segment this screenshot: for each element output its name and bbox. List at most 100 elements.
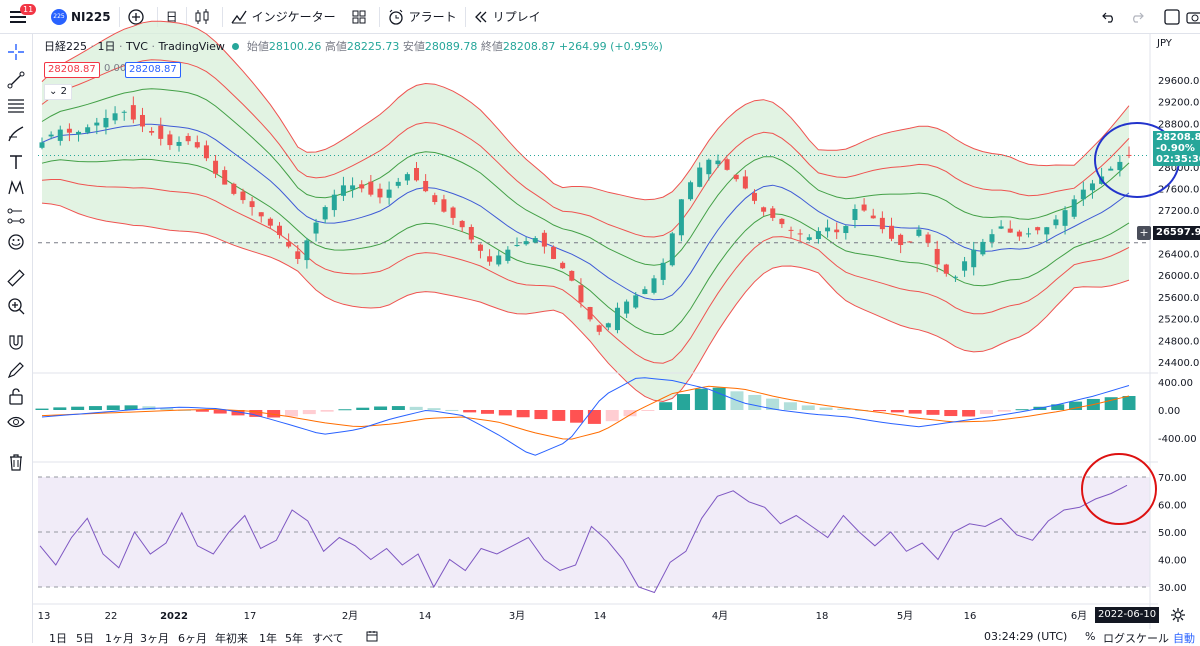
interval-button[interactable]: 日	[158, 0, 186, 34]
trendline-tool[interactable]	[6, 70, 26, 90]
compare-button[interactable]	[120, 0, 157, 34]
chart-settings-button[interactable]	[1170, 607, 1190, 627]
macd-histogram-bar	[267, 410, 281, 418]
currency-label: JPY	[1157, 38, 1172, 49]
rsi-tick-label: 30.00	[1158, 583, 1187, 594]
layout-button[interactable]	[344, 0, 379, 34]
high-value: 28225.73	[346, 40, 400, 53]
text-tool[interactable]	[6, 152, 26, 172]
candle	[258, 212, 264, 217]
buy-button[interactable]: 28208.87	[125, 62, 181, 78]
macd-histogram-bar	[1051, 404, 1065, 410]
range-1d[interactable]: 1日	[49, 632, 67, 645]
macd-histogram-bar	[677, 394, 691, 410]
macd-histogram-bar	[659, 402, 673, 410]
candle	[697, 167, 703, 187]
indicator-collapse-toggle[interactable]: ⌄ 2	[44, 84, 72, 100]
countdown: 02:35:30	[1156, 154, 1200, 165]
price-tick-label: 28800.00	[1158, 119, 1200, 130]
candle	[203, 145, 209, 159]
macd-histogram-bar	[284, 410, 298, 417]
range-3m[interactable]: 3ヶ月	[140, 632, 169, 645]
pattern-tool[interactable]	[6, 178, 26, 198]
zoom-tool[interactable]	[6, 296, 26, 316]
price-tick-label: 27600.00	[1158, 184, 1200, 195]
candle	[231, 183, 237, 194]
rewind-icon	[474, 11, 487, 22]
range-6m[interactable]: 6ヶ月	[178, 632, 207, 645]
eye-icon	[7, 416, 25, 428]
macd-pane	[35, 377, 1136, 456]
candle	[715, 160, 721, 165]
gear-icon	[1171, 608, 1185, 622]
symbol-name: NI225	[71, 9, 111, 24]
candle	[907, 241, 913, 243]
log-scale-toggle[interactable]: ログスケール	[1103, 632, 1169, 645]
menu-button[interactable]: 11	[0, 0, 43, 34]
pencil-lock-icon	[7, 362, 24, 379]
top-toolbar: 11 225 NI225 日 インジケーター アラート リプレイ	[0, 0, 1200, 34]
auto-scale-toggle[interactable]: 自動	[1173, 632, 1195, 645]
date-range-button[interactable]	[366, 630, 378, 645]
range-1m[interactable]: 1ヶ月	[105, 632, 134, 645]
rsi-tick-label: 60.00	[1158, 501, 1187, 512]
candle	[331, 194, 337, 211]
macd-histogram-bar	[178, 409, 192, 411]
ruler-tool[interactable]	[6, 268, 26, 288]
indicators-button[interactable]: インジケーター	[223, 0, 344, 34]
fullscreen-button[interactable]	[1156, 0, 1193, 34]
crosshair-tool[interactable]	[6, 42, 26, 62]
alert-button[interactable]: アラート	[380, 0, 465, 34]
chart-type-button[interactable]	[187, 0, 222, 34]
hide-tool[interactable]	[6, 412, 26, 432]
candle	[487, 256, 493, 262]
add-price-button[interactable]: +	[1137, 226, 1151, 240]
stay-drawing-tool[interactable]	[6, 360, 26, 380]
candle	[423, 180, 429, 192]
clock[interactable]: 03:24:29 (UTC)	[984, 630, 1068, 643]
magnet-tool[interactable]	[6, 332, 26, 352]
range-ytd[interactable]: 年初来	[215, 632, 248, 645]
low-label: 安値	[402, 40, 425, 53]
last-change: -0.90%	[1156, 143, 1195, 154]
brush-tool[interactable]	[6, 124, 26, 144]
macd-histogram-bar	[908, 410, 922, 414]
candle	[770, 208, 776, 218]
candle	[660, 262, 666, 280]
measure-group-tool[interactable]	[6, 206, 26, 226]
price-tick-label: 29600.00	[1158, 76, 1200, 87]
indicator-count: 2	[60, 86, 67, 97]
redo-button[interactable]	[1122, 0, 1157, 34]
emoji-tool[interactable]	[6, 232, 26, 252]
replay-button[interactable]: リプレイ	[466, 0, 549, 34]
replay-label: リプレイ	[492, 10, 541, 24]
candle	[706, 159, 712, 175]
sell-button[interactable]: 28208.87	[44, 62, 100, 78]
delete-tool[interactable]	[6, 452, 26, 472]
candle	[651, 278, 657, 293]
percent-toggle[interactable]: %	[1085, 630, 1096, 643]
time-tick-label: 2月	[342, 610, 358, 622]
range-1y[interactable]: 1年	[259, 632, 277, 645]
candle	[825, 227, 831, 232]
range-all[interactable]: すべて	[312, 632, 344, 645]
legend-symbol-name[interactable]: 日経225	[44, 40, 87, 53]
divider	[156, 6, 158, 27]
time-tick-label: 13	[38, 611, 51, 622]
lock-tool[interactable]	[6, 386, 26, 406]
range-5d[interactable]: 5日	[76, 632, 94, 645]
candle	[295, 251, 301, 259]
macd-histogram-bar	[890, 410, 904, 413]
candle	[1099, 176, 1105, 184]
range-5y[interactable]: 5年	[285, 632, 303, 645]
fib-tool[interactable]	[6, 96, 26, 116]
macd-histogram-bar	[249, 410, 263, 417]
calendar-icon	[366, 631, 378, 642]
macd-histogram-bar	[1104, 397, 1118, 410]
macd-histogram-bar	[1086, 398, 1100, 410]
screenshot-button[interactable]	[1178, 0, 1200, 34]
candle	[112, 113, 118, 121]
time-tick-label: 17	[244, 611, 257, 622]
symbol-search[interactable]: 225 NI225	[43, 0, 119, 34]
